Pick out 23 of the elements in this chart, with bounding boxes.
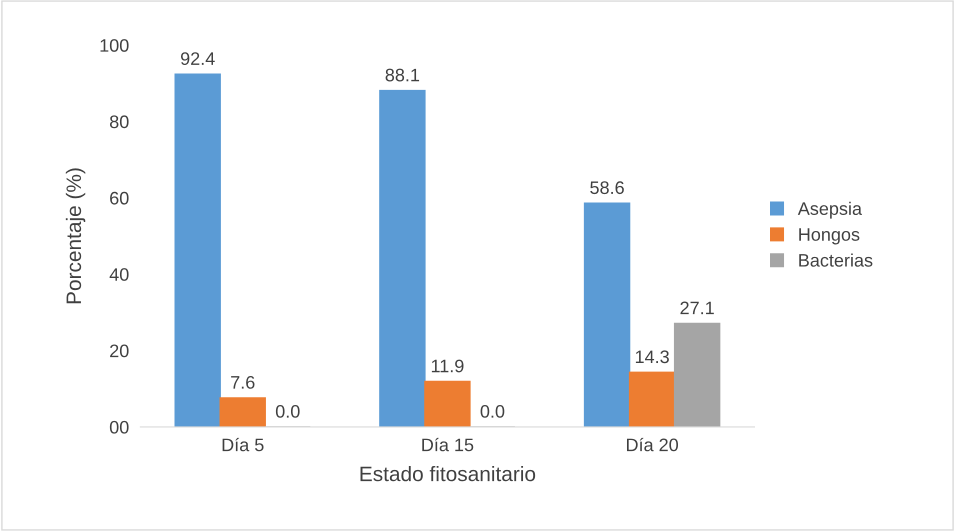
data-label: 27.1 xyxy=(680,302,714,314)
x-tick-label: Día 15 xyxy=(422,438,474,452)
y-tick-label: 60 xyxy=(110,192,129,205)
data-label: 14.3 xyxy=(636,350,669,364)
y-tick-label: 00 xyxy=(110,420,129,434)
y-tick-label: 100 xyxy=(100,39,129,52)
legend-label: Asepsia xyxy=(798,202,862,219)
legend-label: Bacterias xyxy=(799,253,872,267)
data-label: 0.0 xyxy=(480,405,504,418)
y-axis-title: Porcentaje (%) xyxy=(66,168,86,304)
x-tick-label: Día 5 xyxy=(222,438,264,452)
y-tick-label: 20 xyxy=(110,344,129,358)
data-label: 88.1 xyxy=(386,68,420,82)
data-label: 11.9 xyxy=(432,360,464,372)
data-label: 7.6 xyxy=(231,376,254,389)
data-label: 92.4 xyxy=(180,52,215,66)
data-label: 0.0 xyxy=(276,405,300,418)
data-label: 58.6 xyxy=(590,181,624,194)
x-axis-title: Estado fitosanitario xyxy=(360,466,536,482)
legend-label: Hongos xyxy=(799,228,860,244)
x-tick-label: Día 20 xyxy=(626,438,678,452)
y-tick-label: 80 xyxy=(110,115,129,128)
y-tick-label: 40 xyxy=(110,268,129,281)
